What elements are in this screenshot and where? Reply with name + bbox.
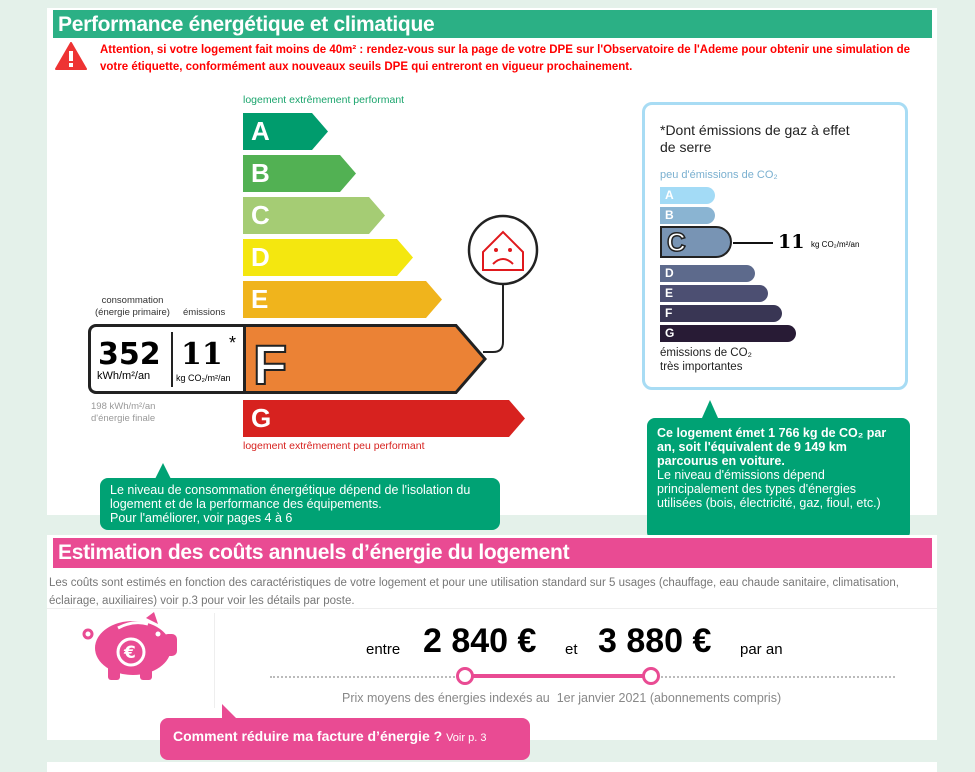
ges-value: 11 xyxy=(778,231,805,253)
svg-text:€: € xyxy=(123,643,136,663)
top-label: logement extrêmement performant xyxy=(243,94,405,106)
dpe-title: Performance énergétique et climatique xyxy=(53,10,932,38)
ges-class-b: B xyxy=(660,207,715,224)
ges-tip-text: Le niveau d'émissions dépend principalem… xyxy=(657,468,881,510)
piggy-bank-icon: € xyxy=(82,612,177,680)
energy-class-b: B xyxy=(243,155,356,192)
current-class-letter: F xyxy=(253,333,287,394)
ges-bottom-label2: très importantes xyxy=(660,361,743,373)
tip-link[interactable]: Voir p. 3 xyxy=(446,732,487,744)
range-min-handle xyxy=(456,667,474,685)
cost-range-bar xyxy=(465,674,651,678)
energy-tip-bubble: Le niveau de consommation énergétique dé… xyxy=(100,478,500,530)
ges-tip-bold: Ce logement émet 1 766 kg de CO₂ par an,… xyxy=(657,426,887,468)
price-note: Prix moyens des énergies indexés au 1er … xyxy=(342,691,782,705)
emissions-label: émissions xyxy=(183,307,226,318)
and-label: et xyxy=(565,641,578,658)
cost-max: 3 880 € xyxy=(598,622,712,660)
per-year-label: par an xyxy=(740,641,783,658)
emissions-unit: kg CO₂/m²/an xyxy=(176,373,231,383)
energy-tip-text: Le niveau de consommation énergétique dé… xyxy=(110,483,471,511)
house-sad-icon xyxy=(467,214,539,353)
costs-description: Les coûts sont estimés en fonction des c… xyxy=(49,577,900,607)
value-box: 352 kWh/m²/an 11 * kg CO₂/m²/an xyxy=(88,324,248,394)
energy-class-c: C xyxy=(243,197,385,234)
emissions-value: 11 xyxy=(181,337,223,372)
consumption-unit: kWh/m²/an xyxy=(97,370,151,382)
final-energy-label: d'énergie finale xyxy=(91,413,156,424)
between-label: entre xyxy=(366,641,401,658)
bottom-label: logement extrêmement peu performant xyxy=(243,440,425,452)
energy-class-d: D xyxy=(243,239,413,276)
range-max-handle xyxy=(642,667,660,685)
reduce-bill-tip[interactable]: Comment réduire ma facture d’énergie ? V… xyxy=(160,718,530,760)
ges-class-a: A xyxy=(660,187,715,204)
energy-class-e: E xyxy=(243,281,442,318)
ges-tip-bubble: Ce logement émet 1 766 kg de CO₂ par an,… xyxy=(647,418,910,540)
cost-min: 2 840 € xyxy=(423,622,537,660)
ges-class-f: F xyxy=(660,305,782,322)
ges-top-label: peu d'émissions de CO₂ xyxy=(660,169,778,181)
warning-icon xyxy=(55,42,87,70)
energy-tip-link: Pour l'améliorer, voir pages 4 à 6 xyxy=(110,511,293,525)
final-energy: 198 kWh/m²/an xyxy=(91,401,156,412)
consumption-value: 352 xyxy=(98,337,161,372)
ges-class-g: G xyxy=(660,325,796,342)
ges-title: *Dont émissions de gaz à effet de serre xyxy=(660,122,850,155)
consumption-sub: (énergie primaire) xyxy=(95,307,170,318)
costs-title: Estimation des coûts annuels d’énergie d… xyxy=(53,538,932,568)
ges-unit: kg CO₂/m²/an xyxy=(811,240,860,249)
ges-class-d: D xyxy=(660,265,755,282)
costs-panel xyxy=(47,535,937,740)
ges-bottom-label: émissions de CO₂ xyxy=(660,347,753,359)
energy-class-a: A xyxy=(243,113,328,150)
warning-text: Attention, si votre logement fait moins … xyxy=(100,44,910,73)
consumption-label: consommation xyxy=(101,295,164,306)
ges-class-c: C xyxy=(660,226,732,258)
tip-text: Comment réduire ma facture d’énergie ? xyxy=(173,728,443,744)
energy-class-g: G xyxy=(243,400,525,437)
asterisk: * xyxy=(229,333,237,353)
ges-class-e: E xyxy=(660,285,768,302)
